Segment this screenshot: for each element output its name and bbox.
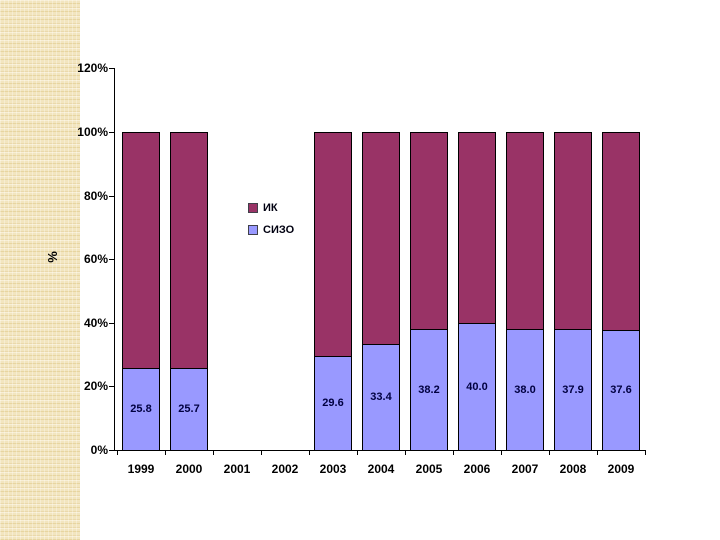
bar-value-label: 40.0	[466, 381, 488, 393]
bar-segment-sizo	[122, 368, 160, 451]
bar-value-label: 25.7	[178, 403, 200, 415]
legend-marker-sizo	[248, 225, 258, 235]
y-tick-label: 0%	[90, 443, 108, 457]
y-tick-mark	[109, 132, 114, 133]
x-axis-category-label: 2002	[271, 462, 299, 476]
x-tick-mark	[453, 451, 454, 455]
x-axis-category-label: 2004	[367, 462, 395, 476]
bar-segment-ik	[122, 132, 160, 369]
bar-segment-sizo	[602, 330, 640, 451]
legend-row: СИЗО	[248, 219, 294, 241]
decorative-left-strip	[0, 0, 80, 540]
bar-segment-ik	[362, 132, 400, 345]
x-tick-mark	[165, 451, 166, 455]
bar-value-label: 37.6	[610, 384, 632, 396]
x-tick-mark	[309, 451, 310, 455]
bar-segment-sizo	[362, 344, 400, 451]
y-tick-mark	[109, 323, 114, 324]
y-tick-label: 40%	[83, 316, 108, 330]
x-tick-mark	[213, 451, 214, 455]
x-tick-mark	[405, 451, 406, 455]
x-axis-category-label: 1999	[127, 462, 155, 476]
bar-value-label: 33.4	[370, 391, 392, 403]
y-tick-label: 80%	[83, 189, 108, 203]
bar-segment-sizo	[170, 368, 208, 451]
x-tick-mark	[597, 451, 598, 455]
x-axis-category-label: 2006	[463, 462, 491, 476]
y-tick-mark	[109, 386, 114, 387]
y-tick-mark	[109, 196, 114, 197]
bar-segment-sizo	[506, 329, 544, 451]
x-tick-mark	[645, 451, 646, 455]
bar-segment-sizo	[314, 356, 352, 451]
y-tick-mark	[109, 259, 114, 260]
bar-segment-sizo	[410, 329, 448, 451]
bar-value-label: 38.2	[418, 384, 440, 396]
x-axis-category-label: 2000	[175, 462, 203, 476]
bar-segment-ik	[554, 132, 592, 330]
bar-value-label: 37.9	[562, 384, 584, 396]
x-axis-category-label: 2008	[559, 462, 587, 476]
legend-label: ИК	[263, 201, 278, 214]
bar-segment-ik	[410, 132, 448, 330]
bar-segment-sizo	[458, 323, 496, 451]
y-axis-line	[114, 68, 115, 451]
x-tick-mark	[501, 451, 502, 455]
bar-segment-ik	[506, 132, 544, 330]
x-tick-mark	[117, 451, 118, 455]
x-axis-category-label: 2001	[223, 462, 251, 476]
y-tick-label: 20%	[83, 379, 108, 393]
bar-segment-ik	[602, 132, 640, 331]
x-tick-mark	[261, 451, 262, 455]
chart-legend: ИК СИЗО	[248, 197, 294, 241]
bar-segment-ik	[170, 132, 208, 369]
x-tick-mark	[357, 451, 358, 455]
bar-segment-sizo	[554, 329, 592, 451]
y-tick-mark	[109, 68, 114, 69]
legend-label: СИЗО	[263, 223, 295, 236]
legend-row: ИК	[248, 197, 294, 219]
y-tick-mark	[109, 450, 114, 451]
x-axis-category-label: 2009	[607, 462, 635, 476]
bar-value-label: 38.0	[514, 384, 536, 396]
bar-segment-ik	[314, 132, 352, 357]
y-tick-label: 60%	[83, 252, 108, 266]
legend-marker-ik	[248, 203, 258, 213]
x-axis-category-label: 2005	[415, 462, 443, 476]
bar-value-label: 29.6	[322, 397, 344, 409]
bar-value-label: 25.8	[130, 403, 152, 415]
x-axis-category-label: 2007	[511, 462, 539, 476]
y-tick-label: 120%	[77, 61, 108, 75]
bar-segment-ik	[458, 132, 496, 324]
x-tick-mark	[549, 451, 550, 455]
x-axis-category-label: 2003	[319, 462, 347, 476]
y-tick-label: 100%	[77, 125, 108, 139]
